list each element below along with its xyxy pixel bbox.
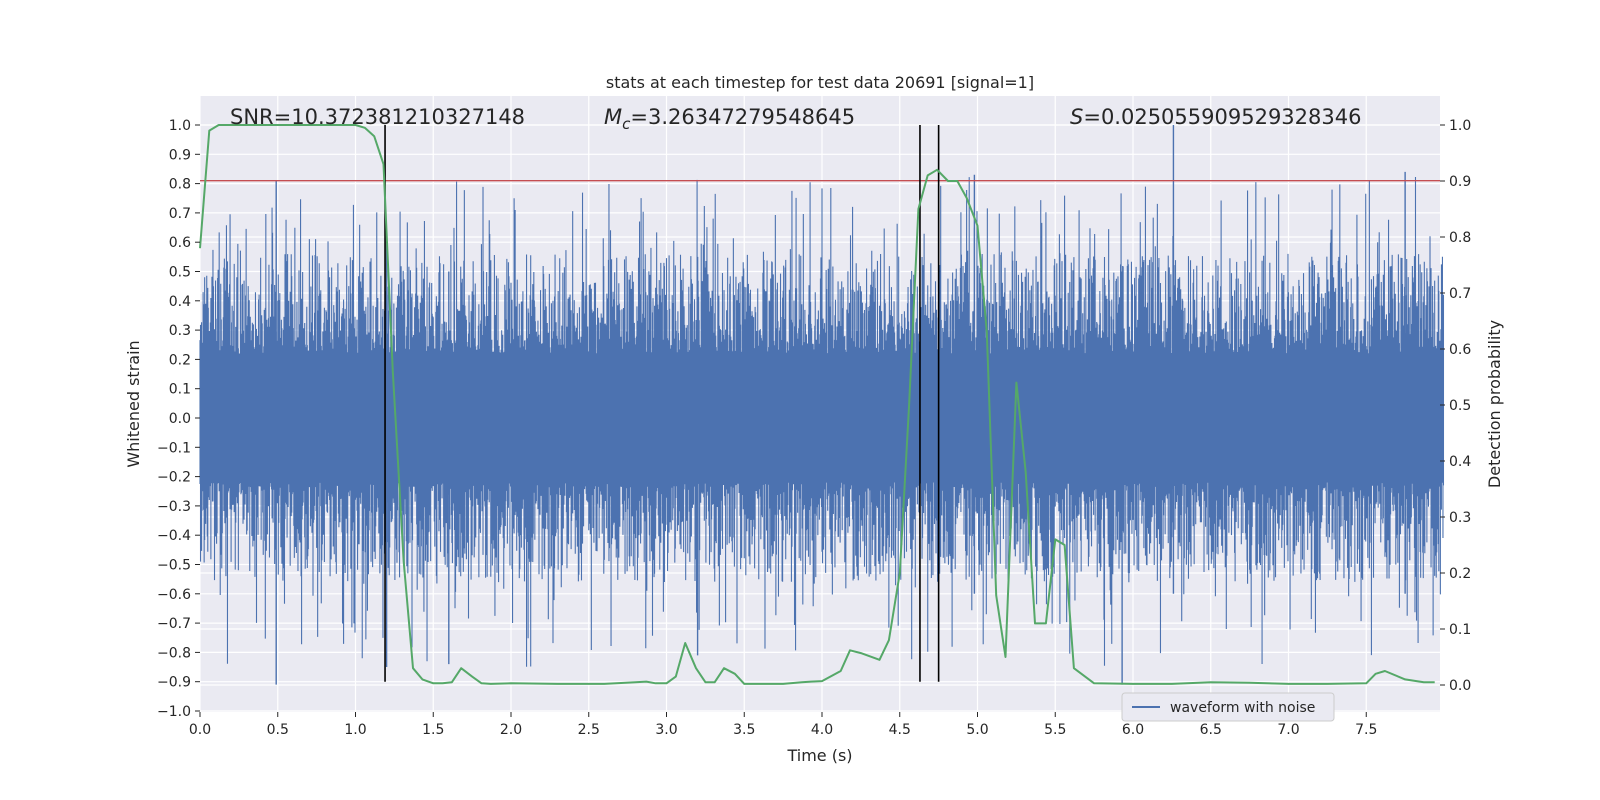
y2-tick-label: 0.4	[1449, 454, 1471, 470]
y-tick-label: 0.0	[169, 411, 191, 427]
x-tick-label: 6.5	[1200, 722, 1222, 738]
x-axis-label: Time (s)	[786, 746, 852, 765]
y2-tick-label: 0.5	[1449, 398, 1471, 414]
y2-tick-label: 0.0	[1449, 678, 1471, 694]
y-tick-label: 0.3	[169, 323, 191, 339]
mc-value: =3.26347279548645	[630, 105, 855, 129]
y-tick-label: 0.8	[169, 177, 191, 193]
x-tick-label: 3.0	[655, 722, 677, 738]
y-tick-label: 0.2	[169, 352, 191, 368]
detection-probability-series	[199, 124, 1435, 685]
y-tick-label: −0.1	[157, 440, 191, 456]
y-tick-label: 1.0	[169, 118, 191, 134]
x-tick-label: 7.0	[1277, 722, 1299, 738]
y-tick-label: −0.4	[157, 528, 191, 544]
y-tick-label: 0.4	[169, 294, 191, 310]
mc-subscript: c	[622, 115, 631, 133]
s-annotation: S=0.025055909529328346	[1070, 105, 1361, 129]
y2-axis-ticks: 0.0 0.1 0.2 0.3 0.4 0.5 0.6 0.7 0.8 0.9 1.0	[1440, 118, 1471, 694]
y-tick-label: −0.6	[157, 587, 191, 603]
chart-title: stats at each timestep for test data 206…	[606, 73, 1034, 92]
x-tick-label: 6.0	[1122, 722, 1144, 738]
x-tick-label: 5.5	[1044, 722, 1066, 738]
y2-tick-label: 0.3	[1449, 510, 1471, 526]
mc-annotation: Mc=3.26347279548645	[604, 105, 855, 133]
y-tick-label: −0.2	[157, 470, 191, 486]
s-symbol: S	[1070, 105, 1083, 129]
y2-tick-label: 0.6	[1449, 342, 1471, 358]
y-axis-label: Whitened strain	[124, 340, 143, 467]
s-value: =0.025055909529328346	[1083, 105, 1361, 129]
y-tick-label: −0.5	[157, 558, 191, 574]
x-tick-label: 7.5	[1355, 722, 1377, 738]
x-tick-label: 4.0	[811, 722, 833, 738]
y-tick-label: −1.0	[157, 704, 191, 720]
x-tick-label: 0.0	[189, 722, 211, 738]
y2-tick-label: 1.0	[1449, 118, 1471, 134]
mc-symbol: M	[604, 105, 622, 129]
y-tick-label: 0.7	[169, 206, 191, 222]
legend-label: waveform with noise	[1170, 700, 1315, 716]
y-tick-label: 0.5	[169, 265, 191, 281]
x-tick-label: 0.5	[267, 722, 289, 738]
y2-tick-label: 0.2	[1449, 566, 1471, 582]
y-tick-label: −0.3	[157, 499, 191, 515]
y-tick-label: −0.7	[157, 616, 191, 632]
y2-tick-label: 0.1	[1449, 622, 1471, 638]
y2-tick-label: 0.8	[1449, 230, 1471, 246]
y2-tick-label: 0.7	[1449, 286, 1471, 302]
y-axis-ticks: −1.0 −0.9 −0.8 −0.7 −0.6 −0.5 −0.4 −0.3 −0.2 −0.1…	[157, 118, 200, 720]
legend: waveform with noise	[1121, 692, 1335, 722]
x-tick-label: 2.0	[500, 722, 522, 738]
x-tick-label: 2.5	[578, 722, 600, 738]
y-tick-label: 0.9	[169, 147, 191, 163]
x-tick-label: 3.5	[733, 722, 755, 738]
y-tick-label: 0.6	[169, 235, 191, 251]
x-tick-label: 5.0	[966, 722, 988, 738]
legend-box	[1121, 692, 1335, 722]
waveform-series	[199, 125, 1445, 685]
snr-annotation: SNR=10.372381210327148	[230, 105, 525, 129]
x-tick-label: 4.5	[889, 722, 911, 738]
x-axis-ticks: 0.0 0.5 1.0 1.5 2.0 2.5 3.0 3.5 4.0 4.5 5.0 5.5 6.0 6…	[189, 712, 1377, 738]
waveform-line	[199, 177, 1445, 667]
y2-tick-label: 0.9	[1449, 174, 1471, 190]
x-tick-label: 1.0	[344, 722, 366, 738]
detection-probability-line	[199, 124, 1435, 685]
y-tick-label: −0.8	[157, 645, 191, 661]
y-tick-label: 0.1	[169, 382, 191, 398]
y2-axis-label: Detection probability	[1485, 320, 1504, 488]
y-tick-label: −0.9	[157, 675, 191, 691]
x-tick-label: 1.5	[422, 722, 444, 738]
